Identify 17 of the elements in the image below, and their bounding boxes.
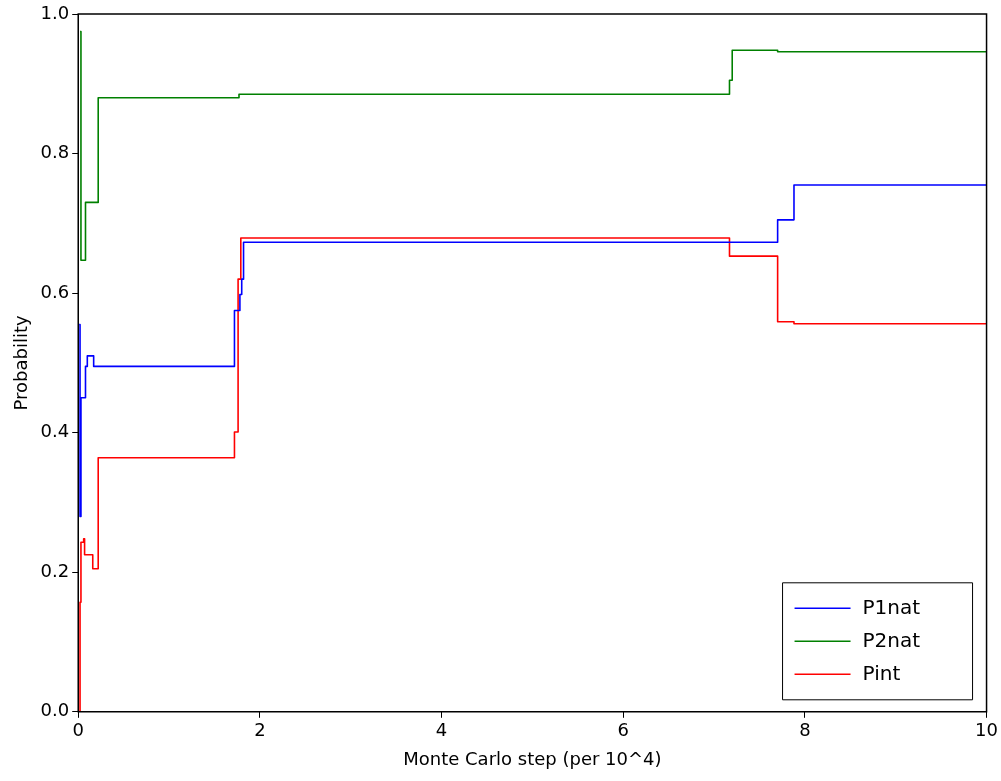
x-tick-label: 8: [799, 719, 811, 741]
y-tick-label: 0.0: [40, 699, 70, 721]
y-axis-title: Probability: [10, 314, 32, 411]
x-tick-label: 6: [617, 719, 629, 741]
legend-label: P1nat: [862, 594, 921, 619]
y-tick-label: 1.0: [40, 1, 70, 23]
y-tick-label: 0.6: [40, 280, 70, 302]
x-tick-label: 10: [975, 719, 998, 741]
y-tick-label: 0.2: [40, 559, 70, 581]
legend-label: P2nat: [862, 627, 921, 652]
y-tick-label: 0.8: [40, 141, 70, 163]
x-axis-title: Monte Carlo step (per 10^4): [403, 747, 662, 769]
x-tick-label: 2: [254, 719, 266, 741]
legend-label: Pint: [862, 660, 901, 685]
y-tick-label: 0.4: [40, 420, 70, 442]
x-tick-label: 4: [435, 719, 448, 741]
x-tick-label: 0: [72, 719, 84, 741]
